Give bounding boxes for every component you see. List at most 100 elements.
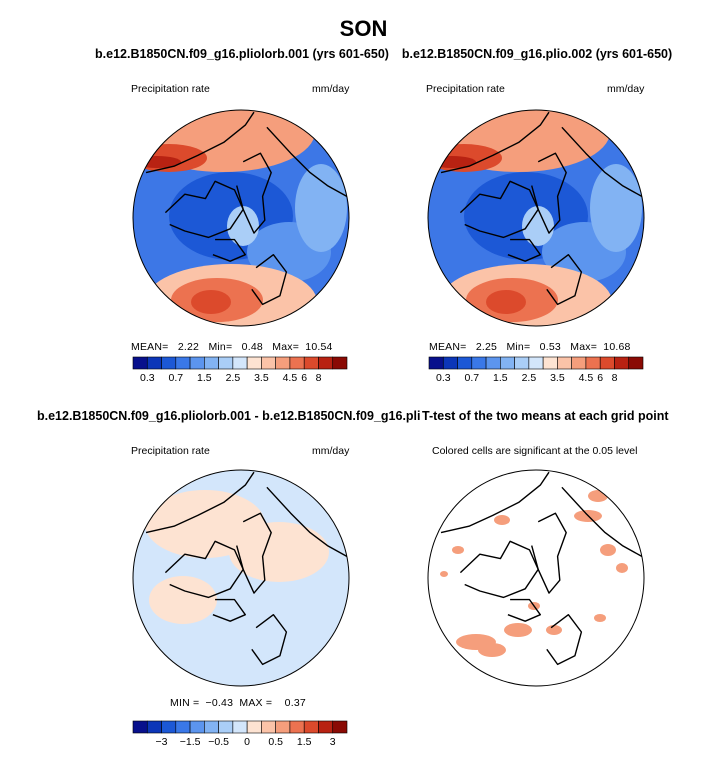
colorbar2-swatch bbox=[428, 356, 444, 370]
panel2-coastline bbox=[546, 253, 583, 306]
colorbar3-tick-label: −1.5 bbox=[180, 736, 201, 748]
panel1-map-fill bbox=[133, 110, 349, 326]
panel3-diff-field bbox=[133, 470, 349, 686]
panel2-min: 0.53 bbox=[539, 341, 561, 353]
panel1-pacific-field bbox=[295, 164, 347, 252]
panel3-stats: MIN = −0.43 MAX = 0.37 bbox=[170, 697, 306, 709]
panel3-positive-anomaly-east bbox=[229, 522, 329, 582]
panel1-atlantic-storm-track bbox=[145, 264, 317, 326]
colorbar3-swatch bbox=[146, 720, 162, 734]
panel1-coastline bbox=[145, 111, 255, 174]
panel1-mean-label: MEAN= bbox=[131, 341, 169, 353]
colorbar2-swatch bbox=[442, 356, 458, 370]
figure-title: SON bbox=[339, 16, 388, 41]
colorbar2-tick-label: 3.5 bbox=[550, 372, 565, 384]
colorbar1-tick-label: 1.5 bbox=[197, 372, 212, 384]
panel2-ocean-field bbox=[428, 110, 644, 326]
panel2-mean: 2.25 bbox=[475, 341, 498, 353]
panel1-siberia-field bbox=[247, 222, 331, 282]
panel4-significant-cells bbox=[528, 602, 540, 610]
panel2-mean-label: MEAN= bbox=[429, 341, 467, 353]
panel3-coastline bbox=[251, 614, 288, 666]
colorbar3-tick-label: 3 bbox=[330, 736, 336, 748]
panel4-coastline bbox=[531, 512, 567, 594]
panel1-coastline bbox=[251, 253, 288, 306]
panel1-min-label: Min= bbox=[208, 341, 233, 353]
panel4-significant-cells bbox=[440, 571, 448, 577]
panel2-aleutian-core bbox=[428, 156, 476, 168]
panel2-arctic-low-precip bbox=[464, 172, 588, 260]
panel1-max-label: Max= bbox=[272, 341, 300, 353]
panel1-coastline bbox=[266, 126, 348, 198]
panel1-title: b.e12.B1850CN.f09_g16.pliolorb.001 (yrs … bbox=[95, 47, 389, 61]
colorbar2-swatch bbox=[457, 356, 473, 370]
panel1-coastline bbox=[212, 238, 247, 262]
colorbar3-swatch bbox=[204, 720, 219, 734]
panel1-min: 0.48 bbox=[241, 341, 263, 353]
panel1-pacific-storm-track bbox=[133, 110, 315, 172]
panel1-aleutian-max bbox=[133, 144, 207, 172]
panel1-arctic-low-precip bbox=[169, 172, 293, 260]
colorbar2-tick-label: 2.5 bbox=[522, 372, 537, 384]
panel1-atlantic-core bbox=[191, 290, 231, 314]
panel4-coastline bbox=[561, 486, 643, 558]
panel2-variable-label: Precipitation rate bbox=[426, 83, 505, 95]
panel1-coastline bbox=[164, 180, 244, 239]
panel1-stats: MEAN= 2.22 Min= 0.48 Max= 10.54 bbox=[131, 341, 333, 353]
colorbar3-swatch bbox=[332, 720, 348, 734]
panel2-atlantic-storm-track bbox=[440, 264, 612, 326]
panel2-pacific-storm-track bbox=[428, 110, 610, 172]
panel4-coastline bbox=[459, 540, 539, 599]
panel2-max-label: Max= bbox=[570, 341, 598, 353]
panel3-positive-anomaly-north bbox=[145, 490, 265, 558]
colorbar3-swatch bbox=[318, 720, 334, 734]
colorbar3-swatch bbox=[189, 720, 205, 734]
panel4-significant-cells bbox=[594, 614, 606, 622]
colorbar1-swatch bbox=[218, 356, 234, 370]
panel4-map-fill bbox=[428, 470, 644, 686]
panel2-units-label: mm/day bbox=[607, 83, 645, 95]
colorbar3-swatch bbox=[175, 720, 191, 734]
panel2-pacific-field bbox=[590, 164, 642, 252]
panel3-positive-anomaly-west bbox=[149, 576, 217, 624]
panel2-coastline bbox=[531, 152, 567, 234]
colorbar3-tick-label: −3 bbox=[156, 736, 168, 748]
colorbar2-swatch bbox=[599, 356, 615, 370]
colorbar2-swatch bbox=[542, 356, 558, 370]
colorbar2-swatch bbox=[614, 356, 630, 370]
panel3-title: b.e12.B1850CN.f09_g16.pliolorb.001 - b.e… bbox=[37, 409, 453, 423]
colorbar1-swatch bbox=[289, 356, 305, 370]
panel4-significant-cells bbox=[616, 563, 628, 573]
panel4-title: T-test of the two means at each grid poi… bbox=[420, 409, 669, 423]
panel1-coastline bbox=[236, 152, 272, 234]
panel4-significant-cells bbox=[546, 625, 562, 635]
colorbar3-swatch bbox=[232, 720, 248, 734]
panel4-coastline bbox=[507, 598, 541, 622]
panel4-significant-cells bbox=[494, 515, 510, 525]
panel3-min: −0.43 bbox=[205, 697, 234, 709]
panel1-units-label: mm/day bbox=[312, 83, 350, 95]
panel3-coastline bbox=[266, 486, 348, 558]
colorbar1-tick-label: 0.3 bbox=[140, 372, 155, 384]
panel3-max: 0.37 bbox=[284, 697, 306, 709]
colorbar1-swatch bbox=[332, 356, 348, 370]
colorbar3-swatch bbox=[261, 720, 276, 734]
colorbar1-tick-label: 0.7 bbox=[168, 372, 183, 384]
colorbar3-tick-label: 0 bbox=[244, 736, 250, 748]
panel4-significant-cells bbox=[478, 643, 506, 657]
colorbar2-swatch bbox=[571, 356, 587, 370]
panel3-variable-label: Precipitation rate bbox=[131, 445, 210, 457]
panel3-map-border bbox=[132, 469, 350, 687]
panel2-greenland-patch bbox=[522, 206, 554, 246]
colorbar1-tick-label: 3.5 bbox=[254, 372, 269, 384]
panel2-coastline bbox=[507, 238, 541, 262]
colorbar3-tick-label: 0.5 bbox=[268, 736, 283, 748]
panel4-map-border bbox=[427, 469, 645, 687]
panel2-map-fill bbox=[428, 110, 644, 326]
panel1-variable-label: Precipitation rate bbox=[131, 83, 210, 95]
panel3-map-fill bbox=[133, 470, 349, 686]
panel2-coastline bbox=[459, 180, 539, 239]
panel1-max: 10.54 bbox=[305, 341, 333, 353]
colorbar2-tick-label: 6 bbox=[597, 372, 603, 384]
panel3-units-label: mm/day bbox=[312, 445, 350, 457]
